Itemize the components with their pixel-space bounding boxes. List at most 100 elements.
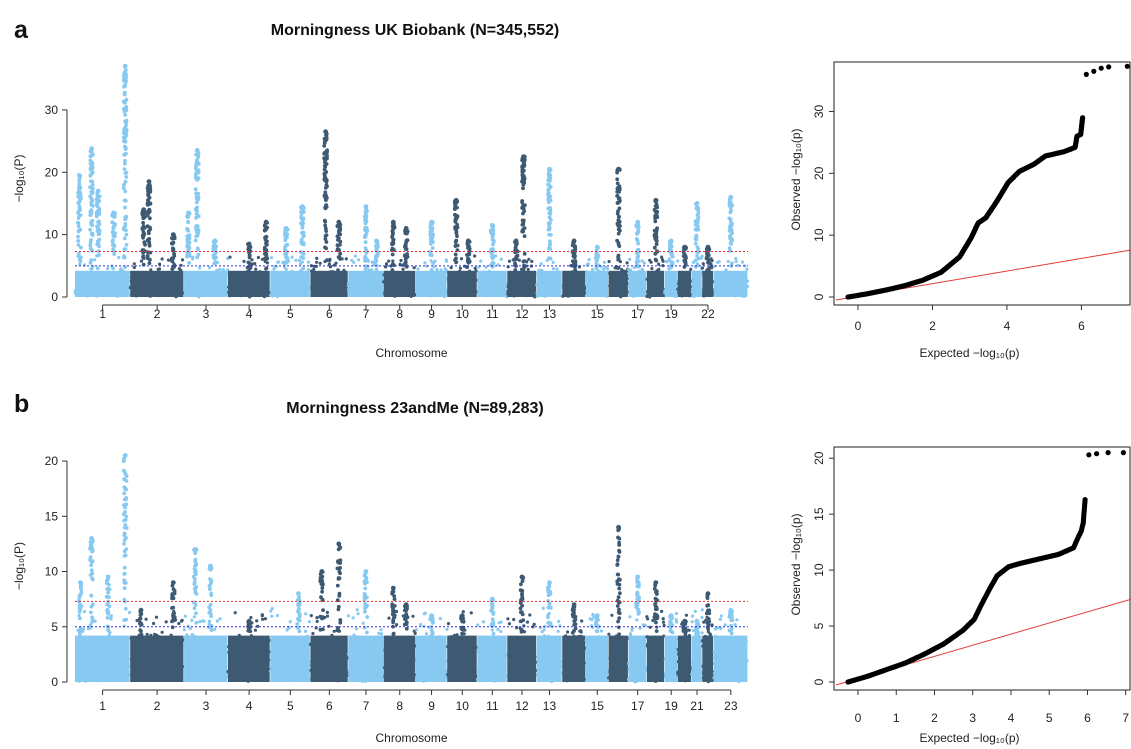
snp-point: [700, 266, 705, 270]
snp-point: [484, 265, 488, 269]
snp-point: [412, 266, 416, 270]
snp-point: [186, 624, 190, 628]
snp-point: [301, 210, 306, 214]
snp-point: [363, 221, 368, 226]
peak-snp-point: [653, 580, 659, 585]
snp-point: [265, 239, 269, 244]
panel-label-b: b: [14, 390, 29, 418]
snp-point: [177, 267, 181, 271]
snp-point: [469, 611, 473, 615]
chromosome-14: [561, 238, 588, 298]
snp-density-band: [227, 635, 270, 682]
snp-density-band: [585, 635, 608, 682]
snp-point: [336, 255, 341, 259]
snp-point: [617, 586, 622, 591]
snp-point: [89, 259, 93, 264]
snp-point: [283, 231, 287, 235]
snp-point: [253, 262, 257, 266]
chromosome-1: [73, 63, 132, 298]
peak-snp-point: [571, 238, 577, 244]
snp-point: [572, 614, 576, 618]
snp-point: [309, 614, 313, 618]
snp-point: [637, 610, 641, 615]
snp-point: [138, 613, 143, 617]
x-tick-label: 7: [363, 307, 370, 321]
snp-point: [157, 267, 162, 271]
peak-snp-point: [682, 618, 688, 624]
snp-point: [90, 545, 94, 550]
snp-point: [520, 593, 524, 597]
snp-density-band: [477, 635, 507, 682]
peak-snp-point: [138, 607, 144, 613]
snp-density-band: [477, 270, 507, 297]
snp-point: [728, 220, 733, 225]
snp-point: [77, 595, 82, 600]
snp-point: [660, 609, 664, 614]
snp-density-band: [713, 270, 748, 297]
snp-point: [594, 622, 598, 627]
snp-density-band: [562, 270, 586, 297]
snp-point: [160, 257, 164, 261]
snp-point: [455, 234, 459, 239]
snp-point: [617, 220, 622, 224]
snp-point: [323, 234, 328, 238]
snp-point: [242, 259, 246, 263]
snp-point: [617, 632, 621, 637]
snp-point: [188, 627, 192, 631]
peak-snp-point: [323, 129, 328, 135]
x-tick-label: 11: [486, 699, 499, 713]
chromosome-23: [712, 607, 749, 684]
snp-point: [324, 240, 329, 244]
snp-point: [124, 232, 129, 237]
chromosome-10: [447, 197, 478, 297]
snp-point: [517, 258, 522, 262]
snp-point: [209, 593, 214, 598]
snp-point: [676, 259, 680, 263]
snp-point: [573, 269, 578, 273]
peak-snp-point: [513, 238, 519, 244]
snp-point: [297, 607, 301, 611]
snp-point: [124, 502, 129, 507]
snp-density-band: [383, 635, 416, 682]
chromosome-14: [562, 602, 587, 683]
snp-point: [542, 628, 546, 632]
peak-snp-point: [668, 613, 674, 619]
snp-point: [653, 251, 658, 256]
snp-point: [111, 232, 116, 237]
snp-point: [76, 224, 81, 229]
snp-point: [323, 195, 328, 200]
y-tick-label: 5: [51, 620, 58, 634]
snp-point: [453, 244, 458, 249]
snp-point: [438, 617, 442, 621]
y-tick-label: 0: [51, 290, 58, 304]
snp-point: [306, 260, 310, 264]
snp-point: [728, 235, 733, 240]
snp-point: [89, 203, 94, 207]
snp-point: [146, 192, 151, 197]
chromosome-7: [346, 569, 385, 683]
peak-snp-point: [246, 241, 252, 247]
snp-point: [119, 267, 123, 271]
snp-density-band: [184, 270, 228, 297]
snp-point: [661, 617, 665, 621]
snp-density-band: [383, 270, 416, 297]
snp-point: [571, 254, 576, 259]
peak-snp-point: [594, 244, 600, 250]
snp-point: [246, 269, 250, 274]
snp-point: [546, 621, 551, 625]
snp-point: [76, 239, 81, 243]
snp-density-band: [130, 270, 184, 297]
snp-point: [465, 253, 469, 257]
snp-point: [490, 260, 495, 265]
qq-x-tick-label: 2: [929, 319, 936, 333]
snp-density-band: [664, 635, 678, 682]
chromosome-6: [309, 129, 350, 297]
snp-density-band: [536, 270, 562, 297]
snp-point: [616, 256, 621, 261]
snp-point: [363, 603, 368, 607]
snp-point: [454, 260, 459, 264]
snp-point: [194, 621, 199, 625]
snp-point: [77, 204, 82, 209]
